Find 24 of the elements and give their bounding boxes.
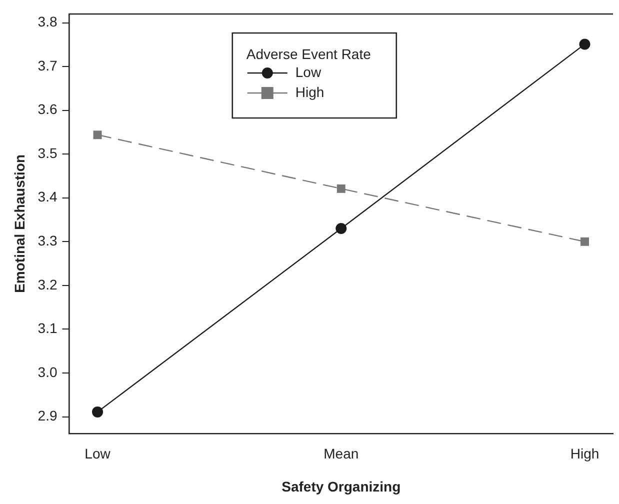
point	[336, 223, 347, 234]
y-tick-label: 3.0	[38, 364, 58, 380]
legend-title: Adverse Event Rate	[246, 46, 372, 62]
point	[580, 237, 589, 246]
point	[93, 130, 102, 140]
y-tick-label: 2.9	[38, 408, 58, 424]
point	[92, 406, 104, 418]
y-tick-label: 3.2	[38, 276, 58, 292]
y-tick-label: 3.3	[38, 232, 58, 249]
y-tick-label: 3.4	[38, 188, 58, 205]
x-tick-label: Low	[84, 446, 112, 462]
y-tick-label: 3.1	[38, 320, 58, 336]
y-tick-label: 3.7	[38, 57, 58, 74]
legend-label: Low	[295, 64, 322, 80]
y-tick-label: 3.8	[38, 14, 58, 30]
point	[579, 38, 590, 50]
y-tick-label: 3.5	[38, 144, 58, 161]
legend-label: High	[295, 84, 324, 100]
y-tick-label: 3.6	[38, 101, 58, 118]
x-tick-label: High	[570, 446, 600, 462]
x-tick-label: Mean	[324, 446, 359, 462]
y-axis-title: Emotinal Exhaustion	[11, 154, 28, 293]
x-axis-title: Safety Organizing	[282, 478, 401, 494]
point	[336, 184, 346, 193]
